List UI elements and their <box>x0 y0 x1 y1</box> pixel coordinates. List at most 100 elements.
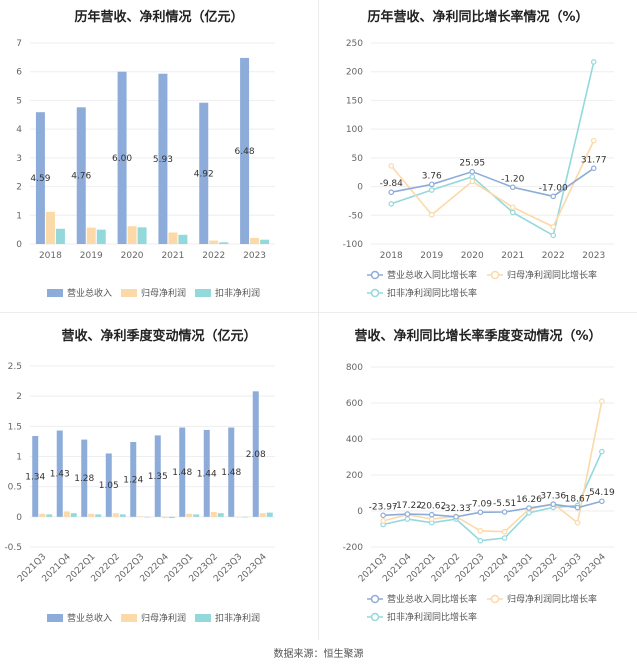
data-label: 1.35 <box>148 472 168 482</box>
x-tick-label: 2018 <box>380 251 403 261</box>
series-line <box>390 140 595 228</box>
quarterly-revenue-profit-chart: 营收、净利季度变动情况（亿元） -0.5 0 0.5 1 1.5 2 2.5 1.34 2021… <box>0 313 318 640</box>
data-point <box>526 505 532 511</box>
data-point <box>509 209 516 216</box>
bar <box>250 237 260 244</box>
bar <box>95 514 102 517</box>
chart-title: 营收、净利季度变动情况（亿元） <box>61 329 257 344</box>
y-tick-label: 3 <box>16 154 22 164</box>
legend-swatch <box>121 614 137 622</box>
data-point <box>590 165 597 172</box>
data-point <box>453 514 459 520</box>
data-label: 25.95 <box>459 159 485 169</box>
data-point <box>550 223 557 230</box>
data-point <box>388 163 395 169</box>
vertical-divider <box>318 0 319 640</box>
data-label: 1.28 <box>74 474 94 484</box>
data-label: -17.22 <box>393 501 422 511</box>
bar <box>45 211 55 244</box>
data-point <box>590 59 597 65</box>
y-tick-label: 6 <box>16 68 22 78</box>
data-label: 4.76 <box>71 172 91 182</box>
data-point <box>501 509 508 515</box>
legend-swatch <box>195 289 211 297</box>
data-label: 31.77 <box>581 155 607 165</box>
x-tick-label: 2021 <box>501 251 524 261</box>
legend-label: 扣非净利润同比增长率 <box>387 611 477 623</box>
bar <box>168 232 178 244</box>
bar <box>240 57 250 244</box>
y-tick-label: 600 <box>346 399 363 409</box>
legend-marker <box>370 594 380 604</box>
bar <box>217 513 224 517</box>
data-label: 1.48 <box>221 468 241 478</box>
bar <box>119 514 126 517</box>
bar <box>35 112 45 244</box>
x-tick-label: 2022 <box>202 251 225 261</box>
data-label: 16.26 <box>516 495 542 505</box>
bar <box>55 228 65 244</box>
data-label: 1.34 <box>25 472 45 482</box>
data-point <box>550 193 557 200</box>
chart-canvas: 0 1 2 3 4 5 6 7 4.59 2018 4.76 2019 6.00 2020 5.93 2021… <box>16 39 275 299</box>
data-point <box>388 201 395 207</box>
bar <box>228 427 235 517</box>
bar <box>63 511 70 517</box>
data-point <box>501 528 508 535</box>
bar <box>186 513 193 517</box>
x-tick-label: 2018 <box>39 251 62 261</box>
legend-marker <box>490 270 500 280</box>
data-label: 1.48 <box>172 468 192 478</box>
series-line <box>383 500 603 518</box>
quarterly-growth-rate-chart: 营收、净利同比增长率季度变动情况（%） -200 0 200 400 600 800 -23… <box>319 313 637 640</box>
data-label: 5.93 <box>153 155 173 165</box>
data-point <box>550 232 557 239</box>
data-point <box>477 528 484 534</box>
y-tick-label: 2.5 <box>8 362 22 372</box>
x-tick-label: 2022 <box>542 251 565 261</box>
data-point <box>550 501 557 508</box>
bar <box>158 73 168 244</box>
y-tick-label: -200 <box>343 543 364 553</box>
data-point <box>428 511 435 518</box>
data-label: 6.48 <box>235 147 255 157</box>
x-tick-label: 2023 <box>582 251 605 261</box>
y-tick-label: 1 <box>16 211 22 221</box>
data-label: 6.00 <box>112 154 132 164</box>
legend-marker <box>370 288 380 298</box>
y-tick-label: 0 <box>357 183 363 193</box>
annual-growth-rate-chart: 历年营收、净利同比增长率情况（%） -100 -50 0 50 100 150 200 250… <box>319 0 637 312</box>
y-tick-label: 1 <box>16 453 22 463</box>
bar <box>168 516 175 519</box>
bar <box>117 71 127 244</box>
bar <box>235 516 242 518</box>
bar <box>209 240 219 244</box>
data-point <box>428 516 435 522</box>
legend-label: 扣非净利润 <box>215 287 260 299</box>
bar <box>266 512 273 517</box>
y-tick-label: 800 <box>346 363 363 373</box>
bar <box>39 513 46 517</box>
bar <box>88 513 95 517</box>
data-label: -23.97 <box>369 502 398 512</box>
data-point <box>599 448 605 455</box>
y-tick-label: 200 <box>346 471 363 481</box>
y-tick-label: 0 <box>16 240 22 250</box>
y-tick-label: 200 <box>346 68 363 78</box>
data-label: -5.51 <box>493 499 516 509</box>
legend-label: 归母净利润同比增长率 <box>507 593 597 605</box>
y-tick-label: 5 <box>16 96 22 106</box>
y-tick-label: 0 <box>16 513 22 523</box>
data-point <box>404 511 411 517</box>
bar <box>130 442 137 517</box>
legend-label: 营业总收入 <box>67 612 112 624</box>
y-tick-label: -50 <box>348 211 363 221</box>
legend-marker <box>370 612 380 622</box>
legend-label: 扣非净利润 <box>215 612 260 624</box>
legend-label: 扣非净利润同比增长率 <box>387 287 477 299</box>
y-tick-label: 4 <box>16 125 22 135</box>
data-label: -1.20 <box>501 174 525 184</box>
bar <box>219 242 229 244</box>
legend-label: 营业总收入 <box>67 287 112 299</box>
data-label: -20.62 <box>417 502 446 512</box>
